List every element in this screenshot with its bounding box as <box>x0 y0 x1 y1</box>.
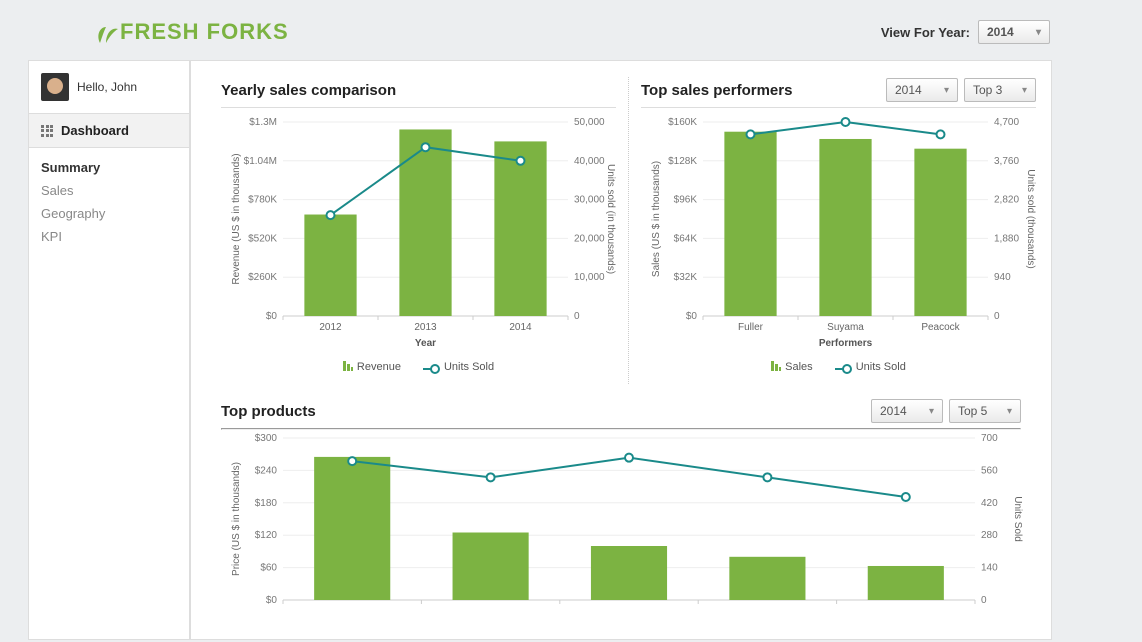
user-row: Hello, John <box>29 61 189 113</box>
svg-text:0: 0 <box>981 595 987 606</box>
svg-text:$240: $240 <box>255 465 278 476</box>
performers-title: Top sales performers <box>641 82 792 99</box>
subnav-geography[interactable]: Geography <box>41 202 177 225</box>
svg-text:Fuller: Fuller <box>738 322 764 333</box>
subnav-summary[interactable]: Summary <box>41 156 177 179</box>
chevron-down-icon: ▾ <box>1007 406 1012 417</box>
performers-top-dropdown[interactable]: Top 3 ▾ <box>964 78 1036 102</box>
performers-legend: Sales Units Sold <box>641 355 1036 384</box>
chevron-down-icon: ▾ <box>1036 27 1041 38</box>
svg-text:20,000: 20,000 <box>574 233 605 244</box>
svg-text:$120: $120 <box>255 530 278 541</box>
svg-text:940: 940 <box>994 272 1011 283</box>
svg-text:$0: $0 <box>266 311 278 322</box>
greeting: Hello, John <box>77 80 137 94</box>
avatar <box>41 73 69 101</box>
subnav-kpi[interactable]: KPI <box>41 225 177 248</box>
performers-chart: $0 $32K $64K $96K $128K $160K 0 940 1,880 2,820 3,… <box>641 114 1036 355</box>
svg-text:Units Sold: Units Sold <box>1012 496 1023 542</box>
svg-text:$780K: $780K <box>248 195 277 206</box>
svg-text:Year: Year <box>415 338 436 349</box>
performers-year-value: 2014 <box>895 83 922 97</box>
performers-legend-line: Units Sold <box>856 361 906 373</box>
logo: FRESH FORKS <box>92 19 289 45</box>
yearly-legend-line: Units Sold <box>444 361 494 373</box>
subnav: Summary Sales Geography KPI <box>29 148 189 264</box>
yearly-chart: $0 $260K $520K $780K $1.04M $1.3M 0 10,000 20,00… <box>221 114 616 355</box>
svg-text:50,000: 50,000 <box>574 117 605 128</box>
grid-icon <box>41 125 53 137</box>
svg-text:$128K: $128K <box>668 156 697 167</box>
svg-text:$96K: $96K <box>674 195 698 206</box>
svg-text:Peacock: Peacock <box>921 322 960 333</box>
performers-top-value: Top 3 <box>973 83 1002 97</box>
svg-text:Units sold (in thousands): Units sold (in thousands) <box>605 164 616 274</box>
svg-text:Price (US $ in thousands): Price (US $ in thousands) <box>231 462 242 576</box>
panel-performers: Top sales performers 2014 ▾ Top 3 ▾ <box>628 77 1048 384</box>
products-chart: $0 $60 $120 $180 $240 $300 0 140 280 420 560 700 Pri… <box>221 430 1021 623</box>
svg-text:30,000: 30,000 <box>574 195 605 206</box>
chevron-down-icon: ▾ <box>929 406 934 417</box>
svg-text:0: 0 <box>994 311 1000 322</box>
svg-text:40,000: 40,000 <box>574 156 605 167</box>
products-year-dropdown[interactable]: 2014 ▾ <box>871 399 943 423</box>
svg-text:1,880: 1,880 <box>994 233 1019 244</box>
svg-text:Suyama: Suyama <box>827 322 864 333</box>
products-title: Top products <box>221 403 316 420</box>
content: Yearly sales comparison $0 $260K $520K $780… <box>190 60 1052 640</box>
products-top-dropdown[interactable]: Top 5 ▾ <box>949 399 1021 423</box>
yearly-title: Yearly sales comparison <box>221 82 396 99</box>
svg-text:$1.04M: $1.04M <box>244 156 277 167</box>
svg-text:$180: $180 <box>255 498 278 509</box>
view-year-dropdown[interactable]: 2014 ▾ <box>978 20 1050 44</box>
svg-text:Performers: Performers <box>819 338 873 349</box>
global-year-filter: View For Year: 2014 ▾ <box>881 20 1050 44</box>
subnav-sales[interactable]: Sales <box>41 179 177 202</box>
nav-dashboard-label: Dashboard <box>61 123 129 138</box>
svg-text:2012: 2012 <box>319 322 342 333</box>
svg-text:280: 280 <box>981 530 998 541</box>
svg-text:$300: $300 <box>255 433 278 444</box>
svg-text:$260K: $260K <box>248 272 277 283</box>
panel-yearly: Yearly sales comparison $0 $260K $520K $780… <box>209 77 628 384</box>
leaf-icon <box>92 25 120 43</box>
view-year-value: 2014 <box>987 25 1014 39</box>
view-year-label: View For Year: <box>881 25 970 40</box>
performers-year-dropdown[interactable]: 2014 ▾ <box>886 78 958 102</box>
svg-text:Sales (US $ in thousands): Sales (US $ in thousands) <box>651 161 662 277</box>
yearly-legend: Revenue Units Sold <box>221 355 616 384</box>
sidebar: Hello, John Dashboard Summary Sales Geog… <box>28 60 190 640</box>
svg-text:560: 560 <box>981 465 998 476</box>
brand-name: FRESH FORKS <box>120 19 289 45</box>
svg-text:$160K: $160K <box>668 117 697 128</box>
svg-text:4,700: 4,700 <box>994 117 1019 128</box>
svg-text:$520K: $520K <box>248 233 277 244</box>
nav-dashboard[interactable]: Dashboard <box>29 113 189 148</box>
chevron-down-icon: ▾ <box>944 85 949 96</box>
products-top-value: Top 5 <box>958 404 987 418</box>
svg-text:700: 700 <box>981 433 998 444</box>
svg-text:$64K: $64K <box>674 233 698 244</box>
svg-text:3,760: 3,760 <box>994 156 1019 167</box>
performers-legend-bar: Sales <box>785 361 813 373</box>
panel-products: Top products 2014 ▾ Top 5 ▾ <box>209 398 1033 623</box>
header: FRESH FORKS View For Year: 2014 ▾ <box>0 0 1142 60</box>
svg-text:0: 0 <box>574 311 580 322</box>
products-year-value: 2014 <box>880 404 907 418</box>
chevron-down-icon: ▾ <box>1022 85 1027 96</box>
svg-text:$0: $0 <box>266 595 278 606</box>
svg-text:2013: 2013 <box>414 322 437 333</box>
svg-text:$1.3M: $1.3M <box>249 117 277 128</box>
svg-text:$32K: $32K <box>674 272 698 283</box>
svg-text:140: 140 <box>981 563 998 574</box>
svg-text:$0: $0 <box>686 311 698 322</box>
svg-text:Revenue (US $ in thousands): Revenue (US $ in thousands) <box>231 153 242 284</box>
yearly-legend-bar: Revenue <box>357 361 401 373</box>
svg-text:Units sold (thousands): Units sold (thousands) <box>1025 169 1036 269</box>
svg-text:2,820: 2,820 <box>994 195 1019 206</box>
svg-text:10,000: 10,000 <box>574 272 605 283</box>
svg-text:2014: 2014 <box>509 322 532 333</box>
svg-text:420: 420 <box>981 498 998 509</box>
svg-text:$60: $60 <box>260 563 277 574</box>
